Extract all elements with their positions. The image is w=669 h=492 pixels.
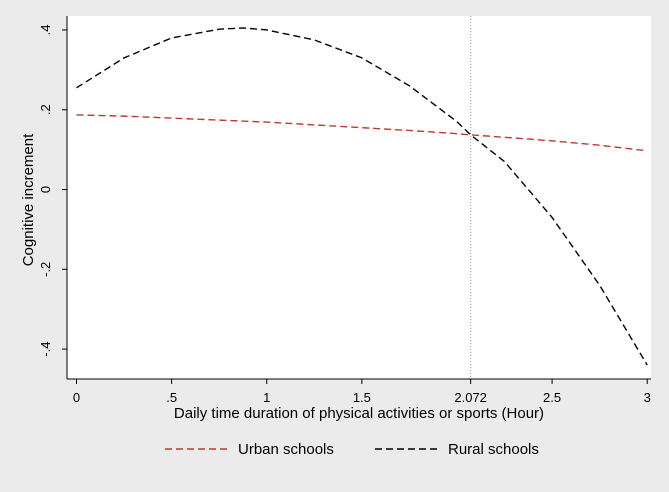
legend-label: Urban schools <box>238 441 334 458</box>
y-axis-label: Cognitive increment <box>20 133 37 266</box>
x-tick-label: 3 <box>644 390 651 405</box>
x-tick-label: 0 <box>73 390 80 405</box>
y-axis-ticks: .4 .2 0 -.2 -.4 <box>38 25 67 357</box>
series-line-1 <box>76 27 648 366</box>
y-tick-label: -.4 <box>38 341 53 356</box>
legend: Urban schools Rural schools <box>165 441 539 458</box>
x-tick-label: .5 <box>166 390 177 405</box>
x-tick-label: 1 <box>263 390 270 405</box>
y-tick-label: 0 <box>38 186 53 193</box>
y-tick-label: .2 <box>38 104 53 115</box>
x-tick-label: 2.5 <box>543 390 561 405</box>
y-tick-label: .4 <box>38 25 53 36</box>
y-tick-label: -.2 <box>38 262 53 277</box>
x-axis-ticks: 0 .5 1 1.5 2.072 2.5 3 <box>73 379 651 405</box>
plot-background <box>67 16 651 379</box>
series-line-0 <box>76 114 648 152</box>
x-axis-label: Daily time duration of physical activiti… <box>174 405 544 422</box>
series-layer <box>76 27 648 366</box>
x-tick-label: 1.5 <box>353 390 371 405</box>
legend-label: Rural schools <box>448 441 539 458</box>
x-tick-label: 2.072 <box>454 390 487 405</box>
